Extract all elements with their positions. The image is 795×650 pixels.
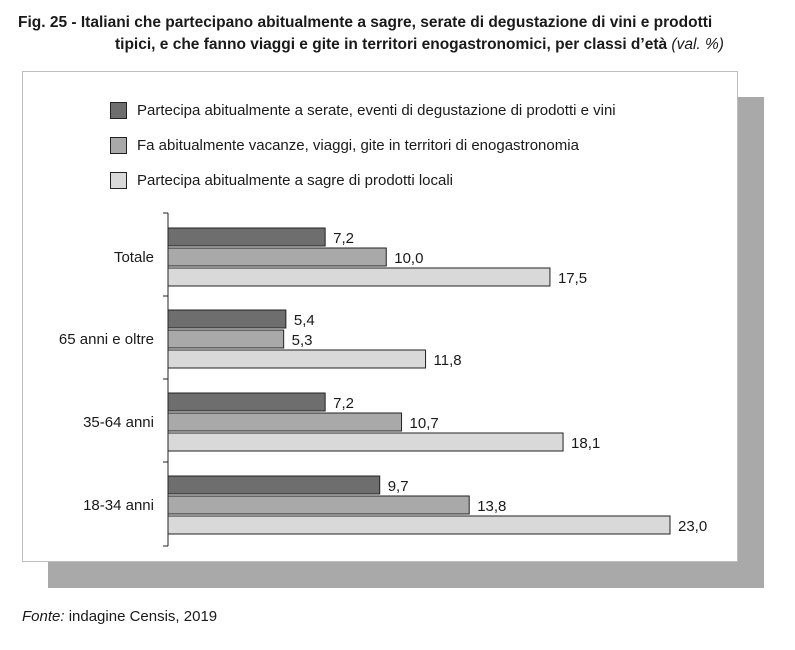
title-line-2-text: tipici, e che fanno viaggi e gite in ter… xyxy=(115,36,668,53)
bar-18-34-anni-series-1 xyxy=(167,475,381,495)
bar-totale-series-1 xyxy=(167,227,326,247)
data-label-65-anni-e-oltre-series-1: 5,4 xyxy=(294,312,315,329)
data-label-35-64-anni-series-1: 7,2 xyxy=(333,395,354,412)
legend-label-vacanze: Fa abitualmente vacanze, viaggi, gite in… xyxy=(137,136,579,154)
category-label-totale: Totale xyxy=(114,249,154,266)
data-label-totale-series-3: 17,5 xyxy=(558,270,587,287)
source-text: indagine Censis, 2019 xyxy=(64,608,218,625)
source-label: Fonte: xyxy=(22,608,65,625)
data-label-35-64-anni-series-2: 10,7 xyxy=(410,415,439,432)
bar-totale-series-3 xyxy=(167,267,551,287)
data-label-65-anni-e-oltre-series-3: 11,8 xyxy=(434,352,462,369)
data-label-18-34-anni-series-1: 9,7 xyxy=(388,478,409,495)
legend-swatch-serate xyxy=(110,101,127,119)
chart-title: Fig. 25 - Italiani che partecipano abitu… xyxy=(18,12,788,56)
legend-swatch-sagre xyxy=(110,171,127,189)
bar-35-64-anni-series-2 xyxy=(167,412,403,432)
bar-totale-series-2 xyxy=(167,247,387,267)
bar-65-anni-e-oltre-series-2 xyxy=(167,329,285,349)
legend-label-sagre: Partecipa abitualmente a sagre di prodot… xyxy=(137,171,454,189)
bar-18-34-anni-series-3 xyxy=(167,515,671,535)
category-label-35-64-anni: 35-64 anni xyxy=(83,414,154,431)
title-line-1: Fig. 25 - Italiani che partecipano abitu… xyxy=(18,14,713,31)
bar-65-anni-e-oltre-series-3 xyxy=(167,349,427,369)
bar-35-64-anni-series-1 xyxy=(167,392,326,412)
bar-18-34-anni-series-2 xyxy=(167,495,470,515)
data-label-totale-series-1: 7,2 xyxy=(333,230,354,247)
data-label-35-64-anni-series-3: 18,1 xyxy=(571,435,600,452)
data-label-65-anni-e-oltre-series-2: 5,3 xyxy=(292,332,313,349)
legend: Partecipa abitualmente a serate, eventi … xyxy=(110,98,616,203)
data-label-18-34-anni-series-3: 23,0 xyxy=(678,518,707,535)
category-label-18-34-anni: 18-34 anni xyxy=(83,497,154,514)
bar-35-64-anni-series-3 xyxy=(167,432,564,452)
category-label-65-anni-e-oltre: 65 anni e oltre xyxy=(59,331,154,348)
legend-item-serate: Partecipa abitualmente a serate, eventi … xyxy=(110,98,616,122)
title-line-2: tipici, e che fanno viaggi e gite in ter… xyxy=(18,34,788,56)
source-note: Fonte: indagine Censis, 2019 xyxy=(22,608,217,625)
legend-swatch-vacanze xyxy=(110,136,127,154)
bar-65-anni-e-oltre-series-1 xyxy=(167,309,287,329)
legend-label-serate: Partecipa abitualmente a serate, eventi … xyxy=(137,101,616,119)
legend-item-sagre: Partecipa abitualmente a sagre di prodot… xyxy=(110,168,616,192)
title-unit: (val. %) xyxy=(671,36,724,53)
data-label-totale-series-2: 10,0 xyxy=(394,250,423,267)
data-label-18-34-anni-series-2: 13,8 xyxy=(477,498,506,515)
legend-item-vacanze: Fa abitualmente vacanze, viaggi, gite in… xyxy=(110,133,616,157)
